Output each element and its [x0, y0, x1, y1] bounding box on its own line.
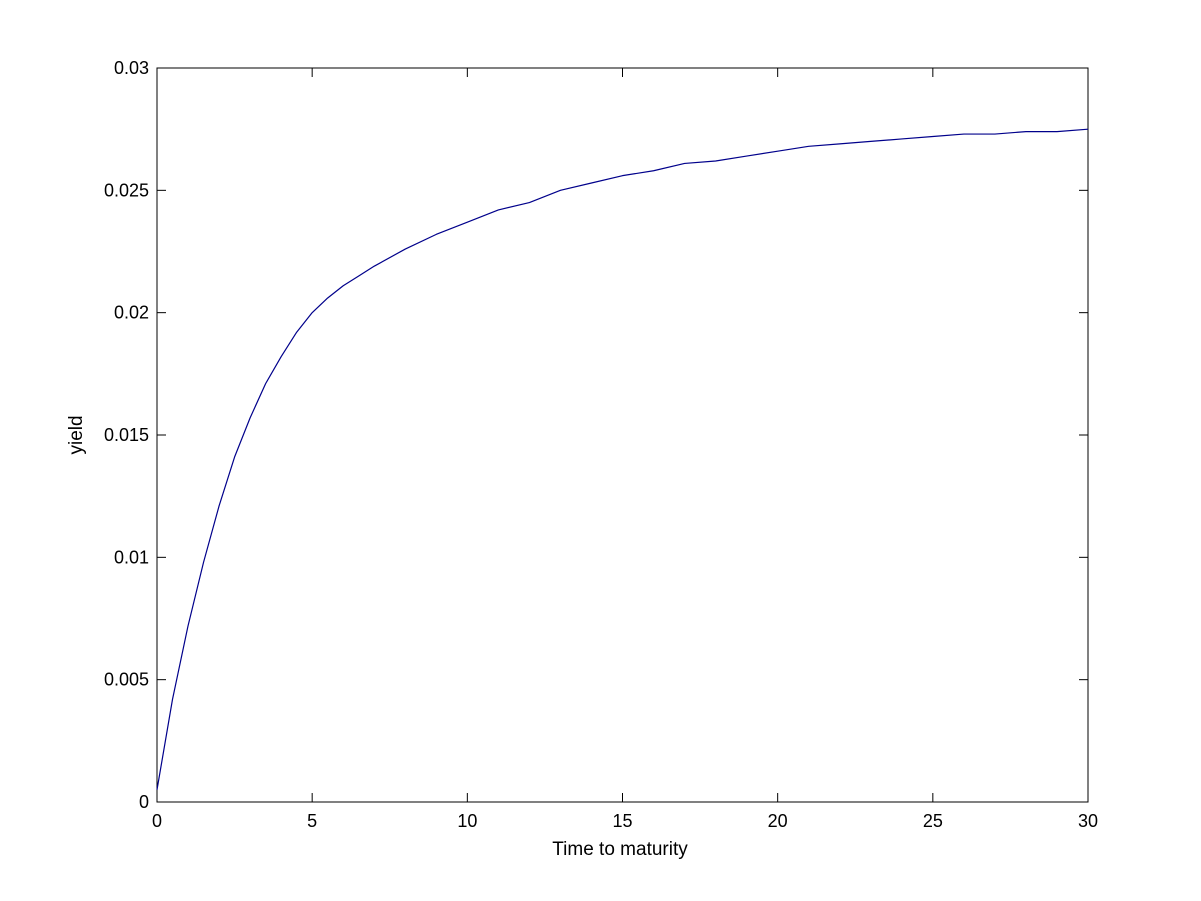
x-axis-label: Time to maturity: [552, 839, 688, 860]
y-tick-label: 0.03: [114, 58, 149, 78]
plot-area: [156, 67, 1089, 803]
x-tick-label: 15: [612, 811, 632, 831]
y-axis-label: yield: [66, 415, 87, 454]
x-tick-label: 0: [152, 811, 162, 831]
ticks: 0 5 10 15 20 25 30 0 0.005 0.01 0.015 0.02 0.025 0.03: [104, 58, 1098, 831]
series-layer: [156, 128, 1089, 790]
y-tick-label: 0.005: [104, 670, 149, 690]
x-tick-label: 20: [768, 811, 788, 831]
series-line: [156, 128, 1089, 790]
y-tick-label: 0: [139, 792, 149, 812]
x-tick-label: 5: [307, 811, 317, 831]
y-tick-label: 0.02: [114, 303, 149, 323]
x-tick-label: 30: [1078, 811, 1098, 831]
x-tick-label: 25: [923, 811, 943, 831]
x-tick-label: 10: [457, 811, 477, 831]
y-tick-label: 0.025: [104, 180, 149, 200]
y-tick-label: 0.015: [104, 425, 149, 445]
y-tick-label: 0.01: [114, 547, 149, 567]
